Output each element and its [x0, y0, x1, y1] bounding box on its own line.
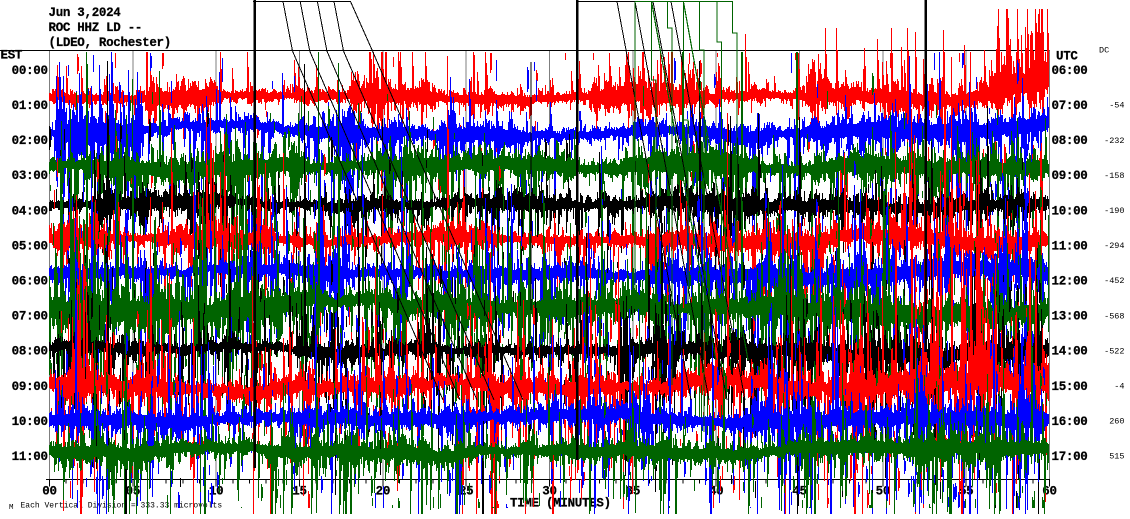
svg-text:EST: EST [1, 49, 23, 63]
svg-text:12:00: 12:00 [1052, 275, 1088, 289]
svg-text:10:00: 10:00 [1052, 204, 1088, 218]
svg-text:08:00: 08:00 [1052, 134, 1088, 148]
svg-text:Jun 3,2024: Jun 3,2024 [49, 6, 122, 20]
svg-text:05:00: 05:00 [12, 239, 48, 253]
svg-text:15:00: 15:00 [1052, 380, 1088, 394]
svg-text:14:00: 14:00 [1052, 345, 1088, 359]
svg-text:11:00: 11:00 [12, 450, 48, 464]
svg-text:-190: -190 [1104, 206, 1124, 216]
svg-text:02:00: 02:00 [12, 134, 48, 148]
svg-text:M: M [9, 504, 14, 512]
svg-text:07:00: 07:00 [1052, 99, 1088, 113]
svg-text:00:00: 00:00 [12, 64, 48, 78]
svg-text:-54: -54 [1109, 101, 1124, 111]
svg-text:03:00: 03:00 [12, 169, 48, 183]
svg-text:09:00: 09:00 [12, 380, 48, 394]
svg-text:01:00: 01:00 [12, 99, 48, 113]
svg-text:09:00: 09:00 [1052, 169, 1088, 183]
svg-text:260: 260 [1109, 417, 1124, 427]
svg-text:-522: -522 [1104, 346, 1124, 356]
svg-text:ROC HHZ LD --: ROC HHZ LD -- [49, 21, 143, 35]
svg-text:13:00: 13:00 [1052, 310, 1088, 324]
svg-text:(LDEO, Rochester): (LDEO, Rochester) [49, 36, 171, 50]
svg-text:04:00: 04:00 [12, 204, 48, 218]
svg-text:515: 515 [1109, 452, 1124, 462]
svg-text:-294: -294 [1104, 241, 1124, 251]
svg-text:-4: -4 [1114, 382, 1124, 392]
svg-text:11:00: 11:00 [1052, 239, 1088, 253]
svg-text:-158: -158 [1104, 171, 1124, 181]
svg-text:07:00: 07:00 [12, 310, 48, 324]
svg-text:-452: -452 [1104, 276, 1124, 286]
svg-text:UTC: UTC [1056, 50, 1078, 64]
svg-text:06:00: 06:00 [1052, 64, 1088, 78]
svg-text:-232: -232 [1104, 136, 1124, 146]
svg-text:10:00: 10:00 [12, 415, 48, 429]
svg-text:DC: DC [1099, 46, 1109, 56]
svg-text:-568: -568 [1104, 311, 1124, 321]
svg-text:17:00: 17:00 [1052, 450, 1088, 464]
svg-text:06:00: 06:00 [12, 275, 48, 289]
svg-text:08:00: 08:00 [12, 345, 48, 359]
svg-text:20: 20 [376, 485, 390, 499]
svg-text:16:00: 16:00 [1052, 415, 1088, 429]
svg-text:Each Vertical Division = 333.: Each Vertical Division = 333.33 microvol… [21, 502, 223, 511]
svg-text:00: 00 [42, 485, 56, 499]
